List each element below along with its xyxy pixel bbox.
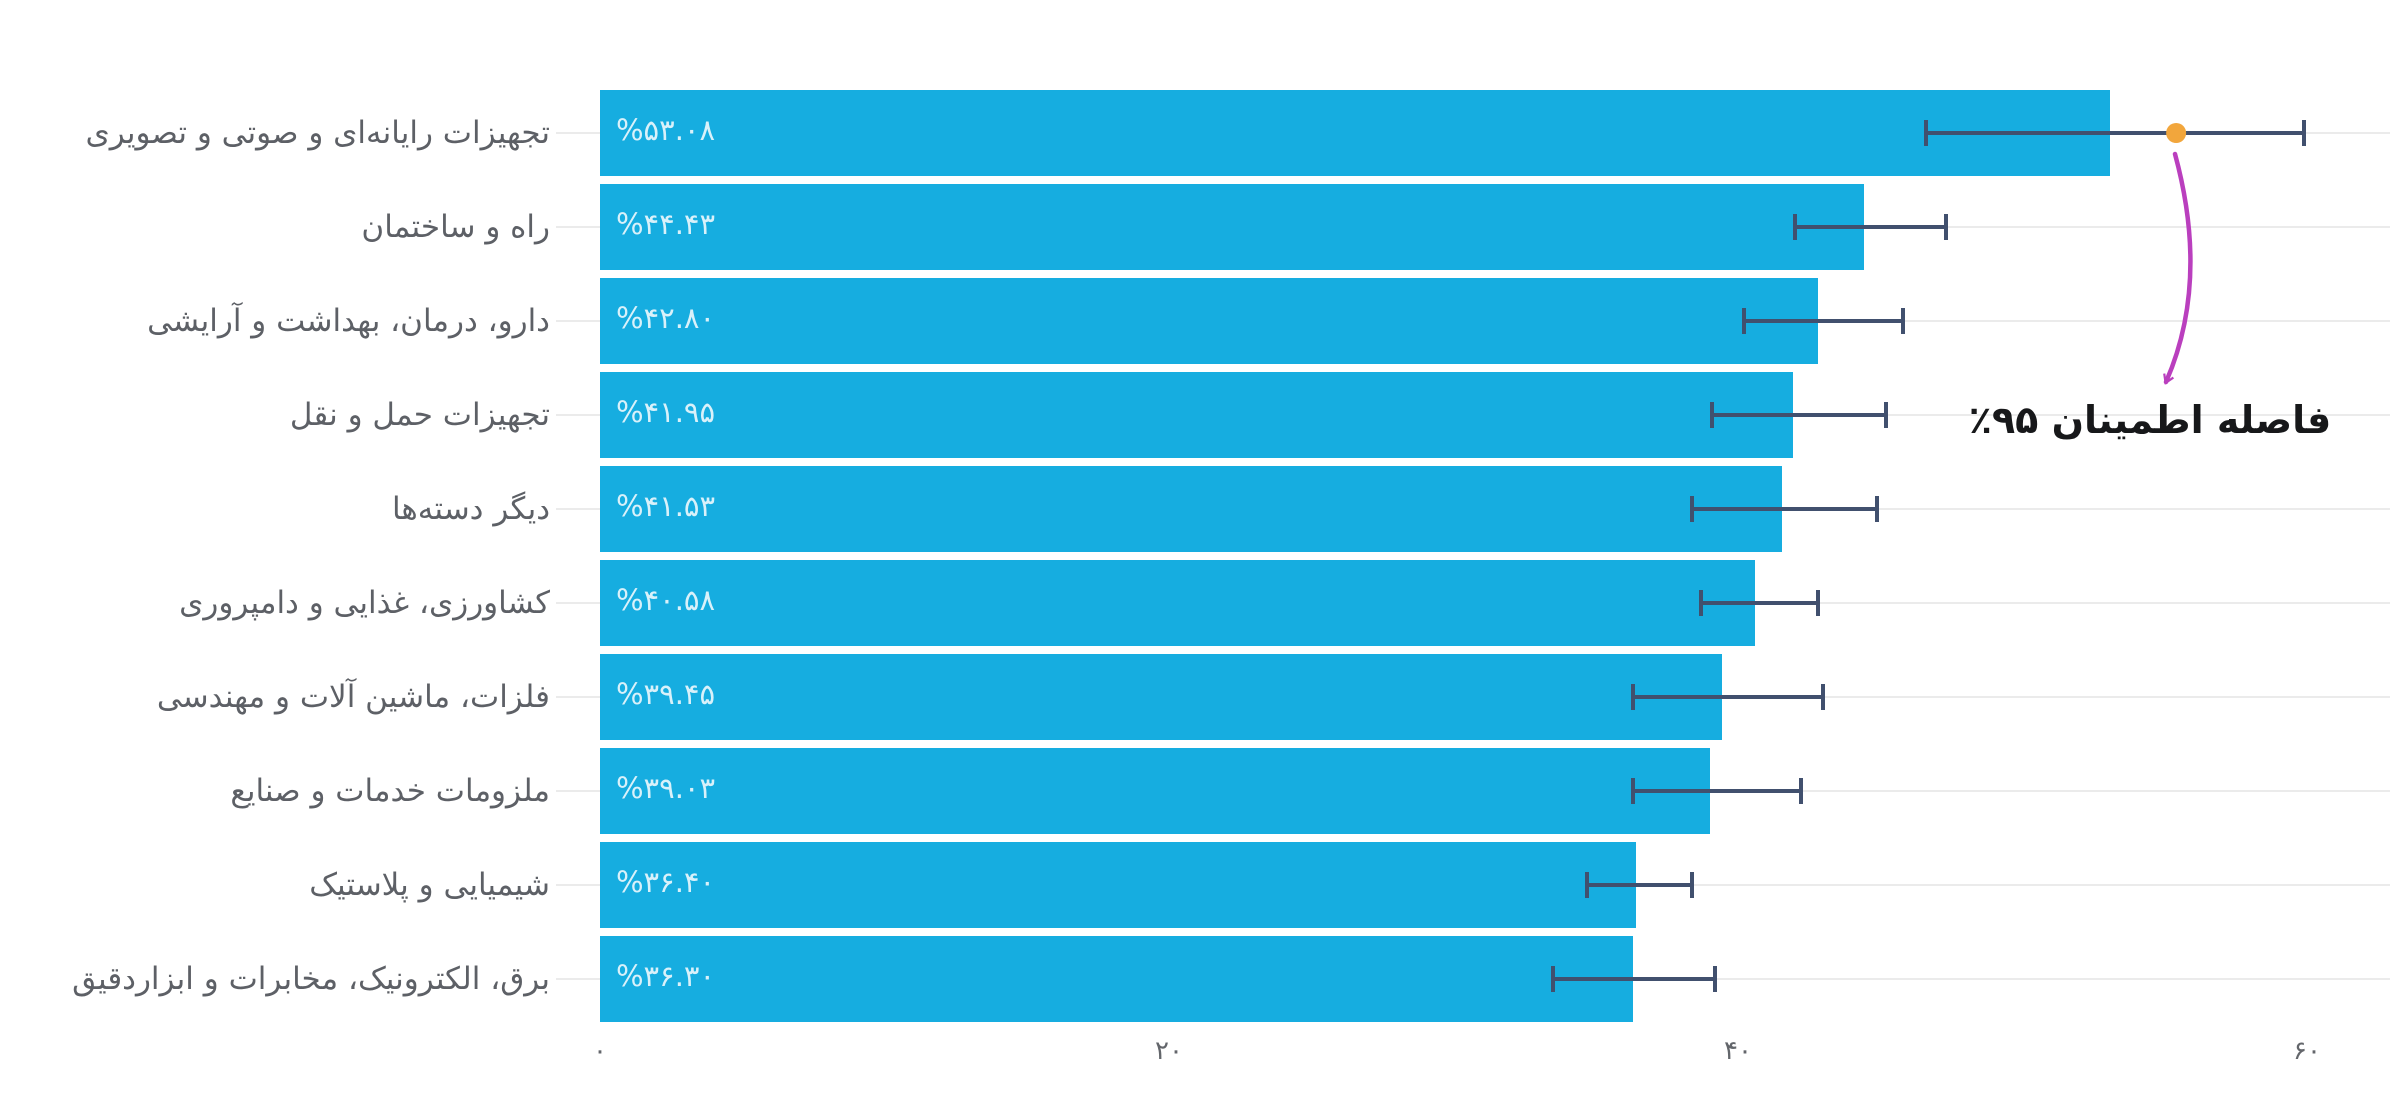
error-bar-cap-right (1943, 214, 1948, 240)
category-label: تجهیزات رایانه‌ای و صوتی و تصویری (85, 115, 550, 151)
category-label: فلزات، ماشین آلات و مهندسی (156, 679, 550, 715)
bar (600, 372, 1794, 458)
error-bar-cap-left (1792, 214, 1797, 240)
bar (600, 184, 1865, 270)
bar-value-label: %۴۱.۹۵ (616, 395, 716, 429)
x-axis-tick-label: ۴۰ (1724, 1036, 1752, 1066)
bar (600, 748, 1711, 834)
x-axis-tick-label: ۶۰ (2293, 1036, 2321, 1066)
category-label: ملزومات خدمات و صنایع (230, 773, 550, 809)
error-bar-cap-left (1741, 308, 1746, 334)
error-bar-line (1692, 507, 1878, 511)
error-bar-cap-right (1875, 496, 1880, 522)
bar-value-label: %۳۶.۴۰ (616, 865, 716, 899)
category-label: راه و ساختمان (361, 209, 550, 245)
x-axis-tick-label: ۲۰ (1155, 1036, 1183, 1066)
error-bar-cap-right (1883, 402, 1888, 428)
bar-value-label: %۳۹.۰۳ (616, 771, 716, 805)
error-bar-line (1632, 695, 1824, 699)
error-bar-cap-left (1710, 402, 1715, 428)
category-label: برق، الکترونیک، مخابرات و ابزاردقیق (72, 961, 550, 997)
bar-value-label: %۵۳.۰۸ (616, 113, 716, 147)
error-bar-cap-left (1690, 496, 1695, 522)
error-bar-cap-left (1551, 966, 1556, 992)
bar (600, 90, 2111, 176)
bar-value-label: %۳۹.۴۵ (616, 677, 716, 711)
bar (600, 936, 1633, 1022)
error-bar-line (1587, 883, 1693, 887)
error-bar-cap-right (1690, 872, 1695, 898)
error-bar-cap-right (1901, 308, 1905, 334)
category-label: دیگر دسته‌ها (391, 491, 550, 527)
error-bar-cap-right (2302, 120, 2307, 146)
error-bar-line (1701, 601, 1818, 605)
category-label: شیمیایی و پلاستیک (309, 867, 550, 903)
error-bar-cap-left (1699, 590, 1703, 616)
bar-value-label: %۳۶.۳۰ (616, 959, 716, 993)
error-bar-line (1553, 977, 1716, 981)
error-bar-cap-right (1821, 684, 1826, 710)
bar (600, 842, 1636, 928)
error-bar-line (1743, 319, 1903, 323)
error-bar-cap-left (1630, 778, 1635, 804)
annotation-arrow (2166, 151, 2193, 382)
error-bar-line (1712, 413, 1886, 417)
error-bar-cap-left (1585, 872, 1590, 898)
bar (600, 278, 1818, 364)
error-bar-cap-right (1798, 778, 1803, 804)
error-bar-line (1925, 131, 2305, 135)
error-bar-cap-left (1630, 684, 1635, 710)
error-bar-cap-right (1713, 966, 1718, 992)
bar-value-label: %۴۲.۸۰ (616, 301, 716, 335)
confidence-interval-annotation: فاصله اطمینان ۹۵٪ (1968, 398, 2332, 442)
bar-value-label: %۴۰.۵۸ (616, 583, 716, 617)
bar-value-label: %۴۴.۴۳ (616, 207, 716, 241)
bar (600, 654, 1723, 740)
x-axis-tick-label: ۰ (593, 1036, 607, 1066)
category-label: تجهیزات حمل و نقل (289, 397, 550, 433)
bar-value-label: %۴۱.۵۳ (616, 489, 716, 523)
bar (600, 560, 1755, 646)
category-label: دارو، درمان، بهداشت و آرایشی (147, 303, 550, 339)
error-bar-line (1794, 225, 1946, 229)
error-bar-cap-right (1815, 590, 1820, 616)
bar (600, 466, 1782, 552)
error-bar-cap-left (1923, 120, 1928, 146)
error-bar-line (1632, 789, 1801, 793)
category-label: کشاورزی، غذایی و دامپروری (179, 585, 550, 621)
